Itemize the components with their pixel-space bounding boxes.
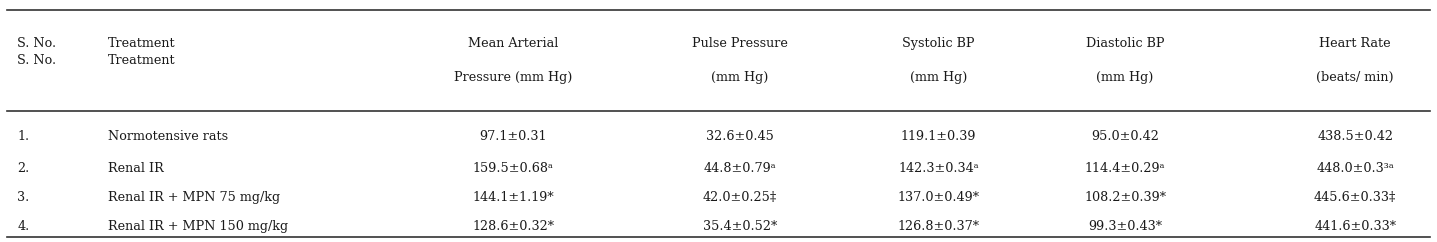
Text: 142.3±0.34ᵃ: 142.3±0.34ᵃ: [898, 162, 979, 175]
Text: Normotensive rats: Normotensive rats: [108, 130, 228, 143]
Text: Heart Rate: Heart Rate: [1319, 37, 1391, 50]
Text: 35.4±0.52*: 35.4±0.52*: [703, 220, 777, 233]
Text: Systolic BP: Systolic BP: [902, 37, 974, 50]
Text: 2.: 2.: [17, 162, 30, 175]
Text: 4.: 4.: [17, 220, 30, 233]
Text: Renal IR + MPN 75 mg/kg: Renal IR + MPN 75 mg/kg: [108, 191, 280, 204]
Text: 119.1±0.39: 119.1±0.39: [901, 130, 976, 143]
Text: S. No.: S. No.: [17, 37, 56, 50]
Text: 99.3±0.43*: 99.3±0.43*: [1088, 220, 1163, 233]
Text: 1.: 1.: [17, 130, 29, 143]
Text: 144.1±1.19*: 144.1±1.19*: [473, 191, 553, 204]
Text: Pressure (mm Hg): Pressure (mm Hg): [454, 71, 572, 84]
Text: 114.4±0.29ᵃ: 114.4±0.29ᵃ: [1085, 162, 1165, 175]
Text: 448.0±0.3³ᵃ: 448.0±0.3³ᵃ: [1316, 162, 1394, 175]
Text: Pulse Pressure: Pulse Pressure: [693, 37, 787, 50]
Text: (beats/ min): (beats/ min): [1316, 71, 1394, 84]
Text: 3.: 3.: [17, 191, 30, 204]
Text: Renal IR: Renal IR: [108, 162, 164, 175]
Text: Renal IR + MPN 150 mg/kg: Renal IR + MPN 150 mg/kg: [108, 220, 287, 233]
Text: Diastolic BP: Diastolic BP: [1086, 37, 1164, 50]
Text: 32.6±0.45: 32.6±0.45: [706, 130, 775, 143]
Text: 42.0±0.25‡: 42.0±0.25‡: [703, 191, 777, 204]
Text: 126.8±0.37*: 126.8±0.37*: [897, 220, 980, 233]
Text: 95.0±0.42: 95.0±0.42: [1091, 130, 1160, 143]
Text: S. No.: S. No.: [17, 54, 56, 67]
Text: 128.6±0.32*: 128.6±0.32*: [471, 220, 555, 233]
Text: 441.6±0.33*: 441.6±0.33*: [1313, 220, 1397, 233]
Text: 445.6±0.33‡: 445.6±0.33‡: [1313, 191, 1397, 204]
Text: 97.1±0.31: 97.1±0.31: [480, 130, 546, 143]
Text: 108.2±0.39*: 108.2±0.39*: [1083, 191, 1167, 204]
Text: 438.5±0.42: 438.5±0.42: [1318, 130, 1392, 143]
Text: 137.0±0.49*: 137.0±0.49*: [897, 191, 980, 204]
Text: (mm Hg): (mm Hg): [910, 71, 967, 84]
Text: Treatment: Treatment: [108, 37, 175, 50]
Text: 44.8±0.79ᵃ: 44.8±0.79ᵃ: [704, 162, 776, 175]
Text: Treatment: Treatment: [108, 54, 175, 67]
Text: (mm Hg): (mm Hg): [711, 71, 769, 84]
Text: Mean Arterial: Mean Arterial: [468, 37, 558, 50]
Text: 159.5±0.68ᵃ: 159.5±0.68ᵃ: [473, 162, 553, 175]
Text: (mm Hg): (mm Hg): [1096, 71, 1154, 84]
